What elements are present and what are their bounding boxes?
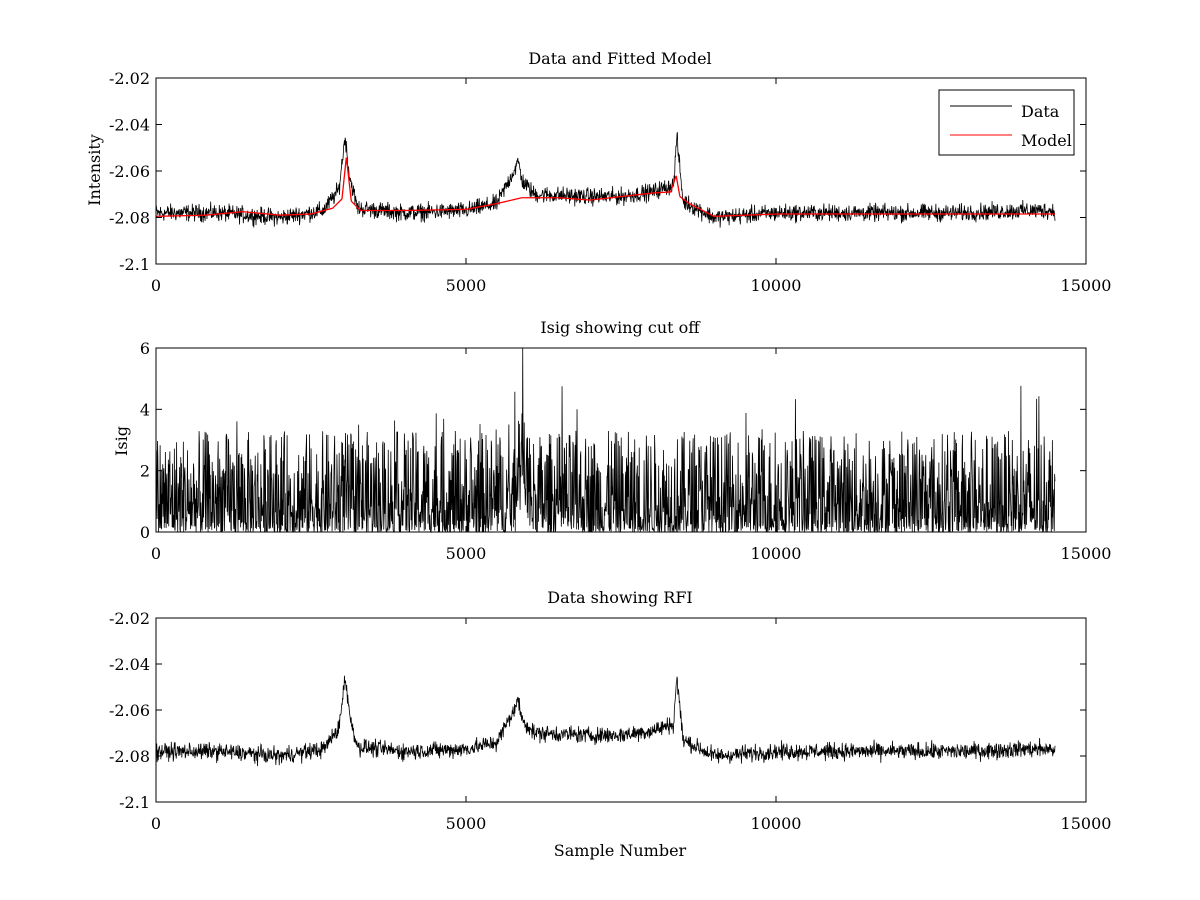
- panel-data-rfi: Data showing RFI 0 5000 10000 15000 -2.02 -2.…: [109, 588, 1111, 860]
- x-tick-label: 5000: [446, 814, 487, 833]
- y-tick-label: -2.06: [109, 162, 150, 181]
- panel-3-plot: [155, 675, 1056, 767]
- legend-box: [938, 89, 1075, 156]
- panel-isig: Isig showing cut off Isig 0 5000 10000 1500…: [112, 318, 1111, 563]
- y-tick-label: 2: [140, 462, 150, 481]
- x-tick-label: 5000: [446, 276, 487, 295]
- legend-data-label: Data: [1021, 102, 1060, 121]
- y-tick-label: 6: [140, 339, 150, 358]
- data-series-line: [155, 347, 1056, 534]
- panel-1-ylabel: Intensity: [85, 134, 104, 206]
- panel-1-title: Data and Fitted Model: [528, 49, 711, 68]
- x-tick-label: 0: [151, 544, 161, 563]
- y-tick-label: -2.1: [119, 255, 150, 274]
- y-tick-label: -2.08: [109, 209, 150, 228]
- panel-2-title: Isig showing cut off: [540, 318, 701, 337]
- panel-data-and-model: Data and Fitted Model Intensity 0 5000 100…: [85, 49, 1111, 295]
- x-tick-label: 10000: [751, 814, 802, 833]
- x-tick-label: 15000: [1061, 276, 1112, 295]
- y-tick-label: -2.06: [109, 701, 150, 720]
- y-tick-label: -2.04: [109, 655, 150, 674]
- y-tick-label: 0: [140, 523, 150, 542]
- data-series-line: [155, 675, 1056, 767]
- x-tick-label: 15000: [1061, 814, 1112, 833]
- panel-1-ticks: 0 5000 10000 15000 -2.02 -2.04 -2.06 -2.08 -2.1: [109, 69, 1111, 295]
- panel-3-xlabel: Sample Number: [554, 841, 687, 860]
- x-tick-label: 10000: [751, 276, 802, 295]
- panel-1-plot: [155, 132, 1056, 228]
- legend-model-label: Model: [1021, 131, 1072, 150]
- x-tick-label: 5000: [446, 544, 487, 563]
- x-tick-label: 0: [151, 814, 161, 833]
- panel-3-title: Data showing RFI: [547, 588, 692, 607]
- x-tick-label: 15000: [1061, 544, 1112, 563]
- data-series-line: [155, 132, 1056, 228]
- panel-1-legend: Data Model: [938, 89, 1075, 156]
- x-tick-label: 10000: [751, 544, 802, 563]
- x-tick-label: 0: [151, 276, 161, 295]
- panel-2-ylabel: Isig: [112, 426, 131, 456]
- model-series-line: [155, 157, 1055, 217]
- panel-3-ticks: 0 5000 10000 15000 -2.02 -2.04 -2.06 -2.08 -2.1: [109, 609, 1111, 833]
- y-tick-label: -2.1: [119, 793, 150, 812]
- panel-2-axes-frame: [155, 347, 1087, 533]
- y-tick-label: 4: [140, 400, 150, 419]
- y-tick-label: -2.02: [109, 69, 150, 88]
- y-tick-label: -2.02: [109, 609, 150, 628]
- panel-2-ticks: 0 5000 10000 15000 0 2 4 6: [140, 339, 1112, 563]
- y-tick-label: -2.08: [109, 747, 150, 766]
- panel-2-plot: [155, 347, 1056, 534]
- y-tick-label: -2.04: [109, 116, 150, 135]
